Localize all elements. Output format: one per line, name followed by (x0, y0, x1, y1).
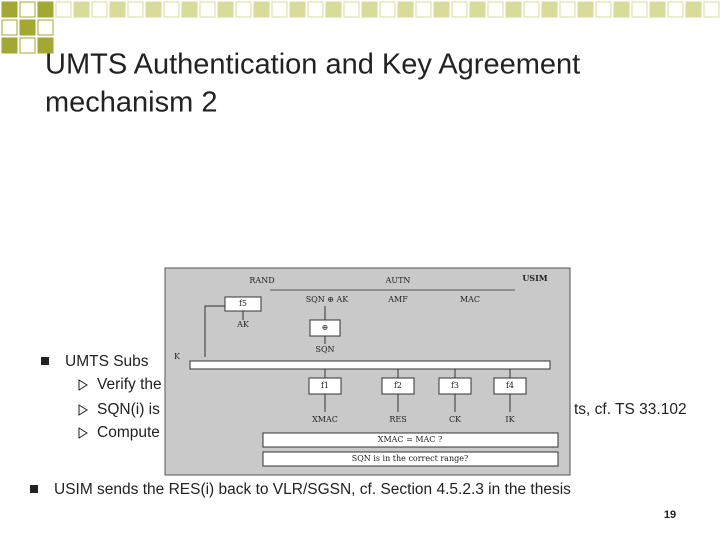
title-line: UMTS Authentication and Key Agreement (45, 49, 580, 81)
deco-square (55, 1, 72, 18)
deco-square (613, 1, 630, 18)
figure-label: f3 (451, 381, 459, 390)
bullet-marker (30, 485, 38, 493)
deco-square (1, 37, 18, 54)
figure-line (204, 305, 225, 357)
deco-square (1, 1, 18, 18)
deco-square (289, 1, 306, 18)
deco-square (685, 1, 702, 18)
deco-square (415, 1, 432, 18)
deco-square (19, 1, 36, 18)
figure: RAND AUTN USIM SQN ⊕ AK AMF MAC f5 AK ⊕ … (164, 267, 571, 476)
deco-square (91, 1, 108, 18)
bullet-text: USIM sends the RES(i) back to VLR/SGSN, … (54, 481, 571, 498)
bullet-marker (41, 357, 49, 365)
figure-label: f2 (394, 381, 402, 390)
deco-square (145, 1, 162, 18)
figure-label: AUTN (385, 276, 411, 285)
deco-square (631, 1, 648, 18)
deco-square (595, 1, 612, 18)
figure-label: K (174, 352, 181, 361)
figure-label: RES (389, 415, 406, 424)
sub-bullet-text: ts, cf. TS 33.102 (574, 401, 687, 418)
deco-square (271, 1, 288, 18)
deco-square (73, 1, 90, 18)
deco-square (451, 1, 468, 18)
deco-square (37, 1, 54, 18)
deco-square (127, 1, 144, 18)
deco-square (163, 1, 180, 18)
sub-bullet-marker (78, 379, 88, 391)
deco-square (523, 1, 540, 18)
deco-square (307, 1, 324, 18)
figure-label: f1 (321, 381, 329, 390)
figure-label: f5 (239, 299, 247, 308)
deco-square (181, 1, 198, 18)
decoration (1, 1, 720, 54)
figure-label: XMAC = MAC ? (378, 435, 443, 444)
figure-box (262, 432, 559, 448)
figure-label: ⊕ (322, 323, 329, 332)
figure-label: SQN ⊕ AK (306, 295, 350, 304)
deco-square (19, 19, 36, 36)
figure-label: CK (449, 415, 462, 424)
deco-square (37, 37, 54, 54)
figure-label: SQN is in the correct range? (352, 454, 469, 463)
figure-label: USIM (522, 273, 547, 283)
figure-functions: f1 XMAC f2 RES f3 CK f4 IK (308, 369, 527, 424)
sub-bullet-marker (78, 427, 88, 439)
figure-label: f4 (506, 381, 514, 390)
deco-square (253, 1, 270, 18)
deco-square (433, 1, 450, 18)
deco-square (379, 1, 396, 18)
deco-square (217, 1, 234, 18)
figure-label: MAC (460, 295, 480, 304)
deco-square (199, 1, 216, 18)
deco-square (325, 1, 342, 18)
sub-bullet-text: Verify the (97, 376, 162, 393)
deco-square (37, 19, 54, 36)
figure-label: AK (236, 320, 250, 329)
figure-bar (189, 360, 551, 370)
deco-square (235, 1, 252, 18)
figure-box (262, 451, 559, 467)
deco-square (1, 19, 18, 36)
deco-square (397, 1, 414, 18)
deco-square (505, 1, 522, 18)
deco-square (577, 1, 594, 18)
deco-square (361, 1, 378, 18)
figure-label: AMF (387, 295, 408, 304)
deco-square (19, 37, 36, 54)
sub-bullet-text: SQN(i) is (97, 401, 160, 418)
sub-bullet-text: Compute (97, 424, 160, 441)
deco-square (667, 1, 684, 18)
deco-square (343, 1, 360, 18)
deco-square (109, 1, 126, 18)
deco-square (649, 1, 666, 18)
deco-square (469, 1, 486, 18)
figure-label: XMAC (312, 415, 338, 424)
figure-label: RAND (249, 276, 274, 285)
title-line: mechanism 2 (45, 87, 217, 119)
figure-label: SQN (315, 345, 334, 354)
page-number: 19 (664, 509, 676, 521)
bullet-text: UMTS Subs (65, 353, 149, 370)
deco-square (487, 1, 504, 18)
deco-square (559, 1, 576, 18)
figure-label: IK (505, 415, 515, 424)
deco-square (541, 1, 558, 18)
deco-square (703, 1, 720, 18)
sub-bullet-marker (78, 404, 88, 416)
